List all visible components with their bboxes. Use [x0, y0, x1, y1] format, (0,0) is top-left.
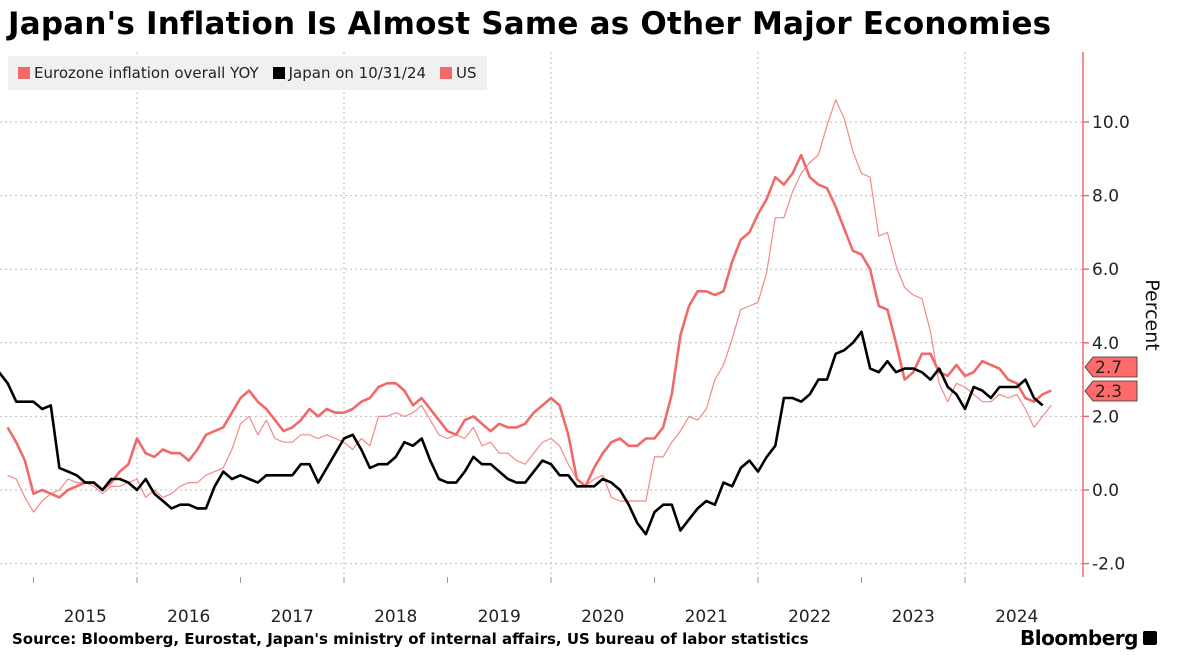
y-tick-label: 0.0 — [1092, 481, 1119, 501]
end-label-value: 2.7 — [1095, 358, 1122, 378]
end-label-value: 2.3 — [1095, 382, 1122, 402]
x-tick-label: 2016 — [167, 607, 210, 627]
x-tick-label: 2023 — [892, 607, 935, 627]
x-tick-label: 2018 — [374, 607, 417, 627]
brand-name: Bloomberg — [1020, 626, 1138, 650]
series-line-eurozone — [7, 99, 1052, 513]
series-line-us — [6, 153, 1052, 499]
y-axis-title: Percent — [1141, 279, 1163, 351]
legend-label-eurozone: Eurozone inflation overall YOY — [34, 64, 259, 82]
bloomberg-mark-icon — [1142, 631, 1157, 645]
y-tick-label: 10.0 — [1092, 113, 1130, 133]
end-label-box — [1084, 380, 1138, 402]
x-tick-label: 2022 — [788, 607, 831, 627]
legend-label-us: US — [456, 64, 477, 82]
x-tick-label: 2020 — [581, 607, 624, 627]
source-note: Source: Bloomberg, Eurostat, Japan's min… — [12, 630, 809, 648]
legend-item-us: US — [440, 64, 477, 82]
legend-swatch-eurozone — [18, 67, 30, 79]
legend-swatch-us — [440, 67, 453, 79]
x-tick-label: 2015 — [64, 607, 107, 627]
chart-title: Japan's Inflation Is Almost Same as Othe… — [8, 6, 1052, 42]
end-label-box — [1084, 356, 1138, 378]
legend: Eurozone inflation overall YOY Japan on … — [8, 56, 487, 90]
end-label-us: 2.7 — [1084, 356, 1138, 378]
y-tick-label: 2.0 — [1092, 407, 1119, 427]
x-tick-label: 2019 — [478, 607, 521, 627]
y-tick-label: -2.0 — [1092, 555, 1125, 575]
end-label-eurozone: 2.3 — [1084, 380, 1138, 402]
legend-label-japan: Japan on 10/31/24 — [288, 64, 427, 82]
x-tick-label: 2021 — [685, 607, 728, 627]
series-line-japan — [0, 330, 1044, 536]
y-tick-label: 8.0 — [1092, 187, 1119, 207]
legend-item-eurozone: Eurozone inflation overall YOY — [18, 64, 259, 82]
legend-swatch-japan — [272, 67, 285, 79]
bloomberg-logo: Bloomberg — [1020, 626, 1157, 650]
y-tick-label: 6.0 — [1092, 260, 1119, 280]
x-tick-label: 2024 — [995, 607, 1038, 627]
y-tick-label: 4.0 — [1092, 334, 1119, 354]
x-tick-label: 2017 — [271, 607, 314, 627]
legend-item-japan: Japan on 10/31/24 — [272, 64, 427, 82]
